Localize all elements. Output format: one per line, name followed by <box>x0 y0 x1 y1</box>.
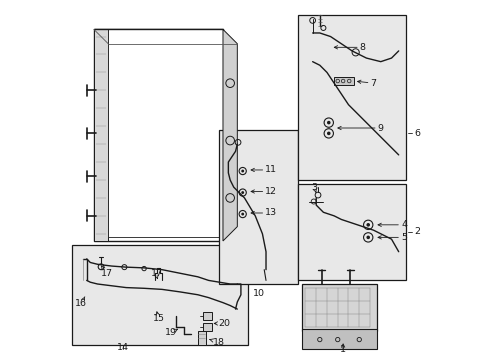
Bar <box>298 15 405 180</box>
Text: 11: 11 <box>250 166 277 175</box>
Bar <box>108 30 223 237</box>
Circle shape <box>326 132 330 135</box>
Text: 14: 14 <box>116 343 128 352</box>
Text: 4: 4 <box>377 220 406 229</box>
Text: 18: 18 <box>209 338 224 347</box>
Text: 1: 1 <box>340 345 346 354</box>
Text: 8: 8 <box>334 43 365 52</box>
Circle shape <box>241 191 244 194</box>
Text: 16: 16 <box>75 297 87 308</box>
Circle shape <box>241 213 244 216</box>
Circle shape <box>241 170 244 172</box>
Text: 6: 6 <box>414 129 420 138</box>
Text: 17: 17 <box>150 269 163 278</box>
Text: 15: 15 <box>152 312 164 323</box>
Text: 9: 9 <box>337 123 383 132</box>
Bar <box>94 30 223 241</box>
Text: 2: 2 <box>414 228 420 237</box>
Circle shape <box>326 121 330 125</box>
Bar <box>219 130 298 284</box>
Text: 7: 7 <box>357 79 376 88</box>
Bar <box>203 323 212 330</box>
Text: 10: 10 <box>252 289 264 298</box>
Bar <box>203 312 212 320</box>
Circle shape <box>366 235 369 239</box>
Text: 17: 17 <box>100 266 112 278</box>
Bar <box>301 284 376 330</box>
Circle shape <box>366 223 369 226</box>
Bar <box>94 30 108 241</box>
Text: 13: 13 <box>250 208 277 217</box>
Bar <box>301 329 376 348</box>
Bar <box>72 244 247 345</box>
Text: 12: 12 <box>250 187 277 196</box>
Bar <box>298 184 405 280</box>
Text: 20: 20 <box>214 319 230 328</box>
Text: 3: 3 <box>311 183 317 193</box>
Text: 19: 19 <box>165 328 177 337</box>
Bar <box>198 331 205 345</box>
Polygon shape <box>223 30 237 241</box>
Text: 5: 5 <box>377 233 406 242</box>
Bar <box>333 77 353 85</box>
